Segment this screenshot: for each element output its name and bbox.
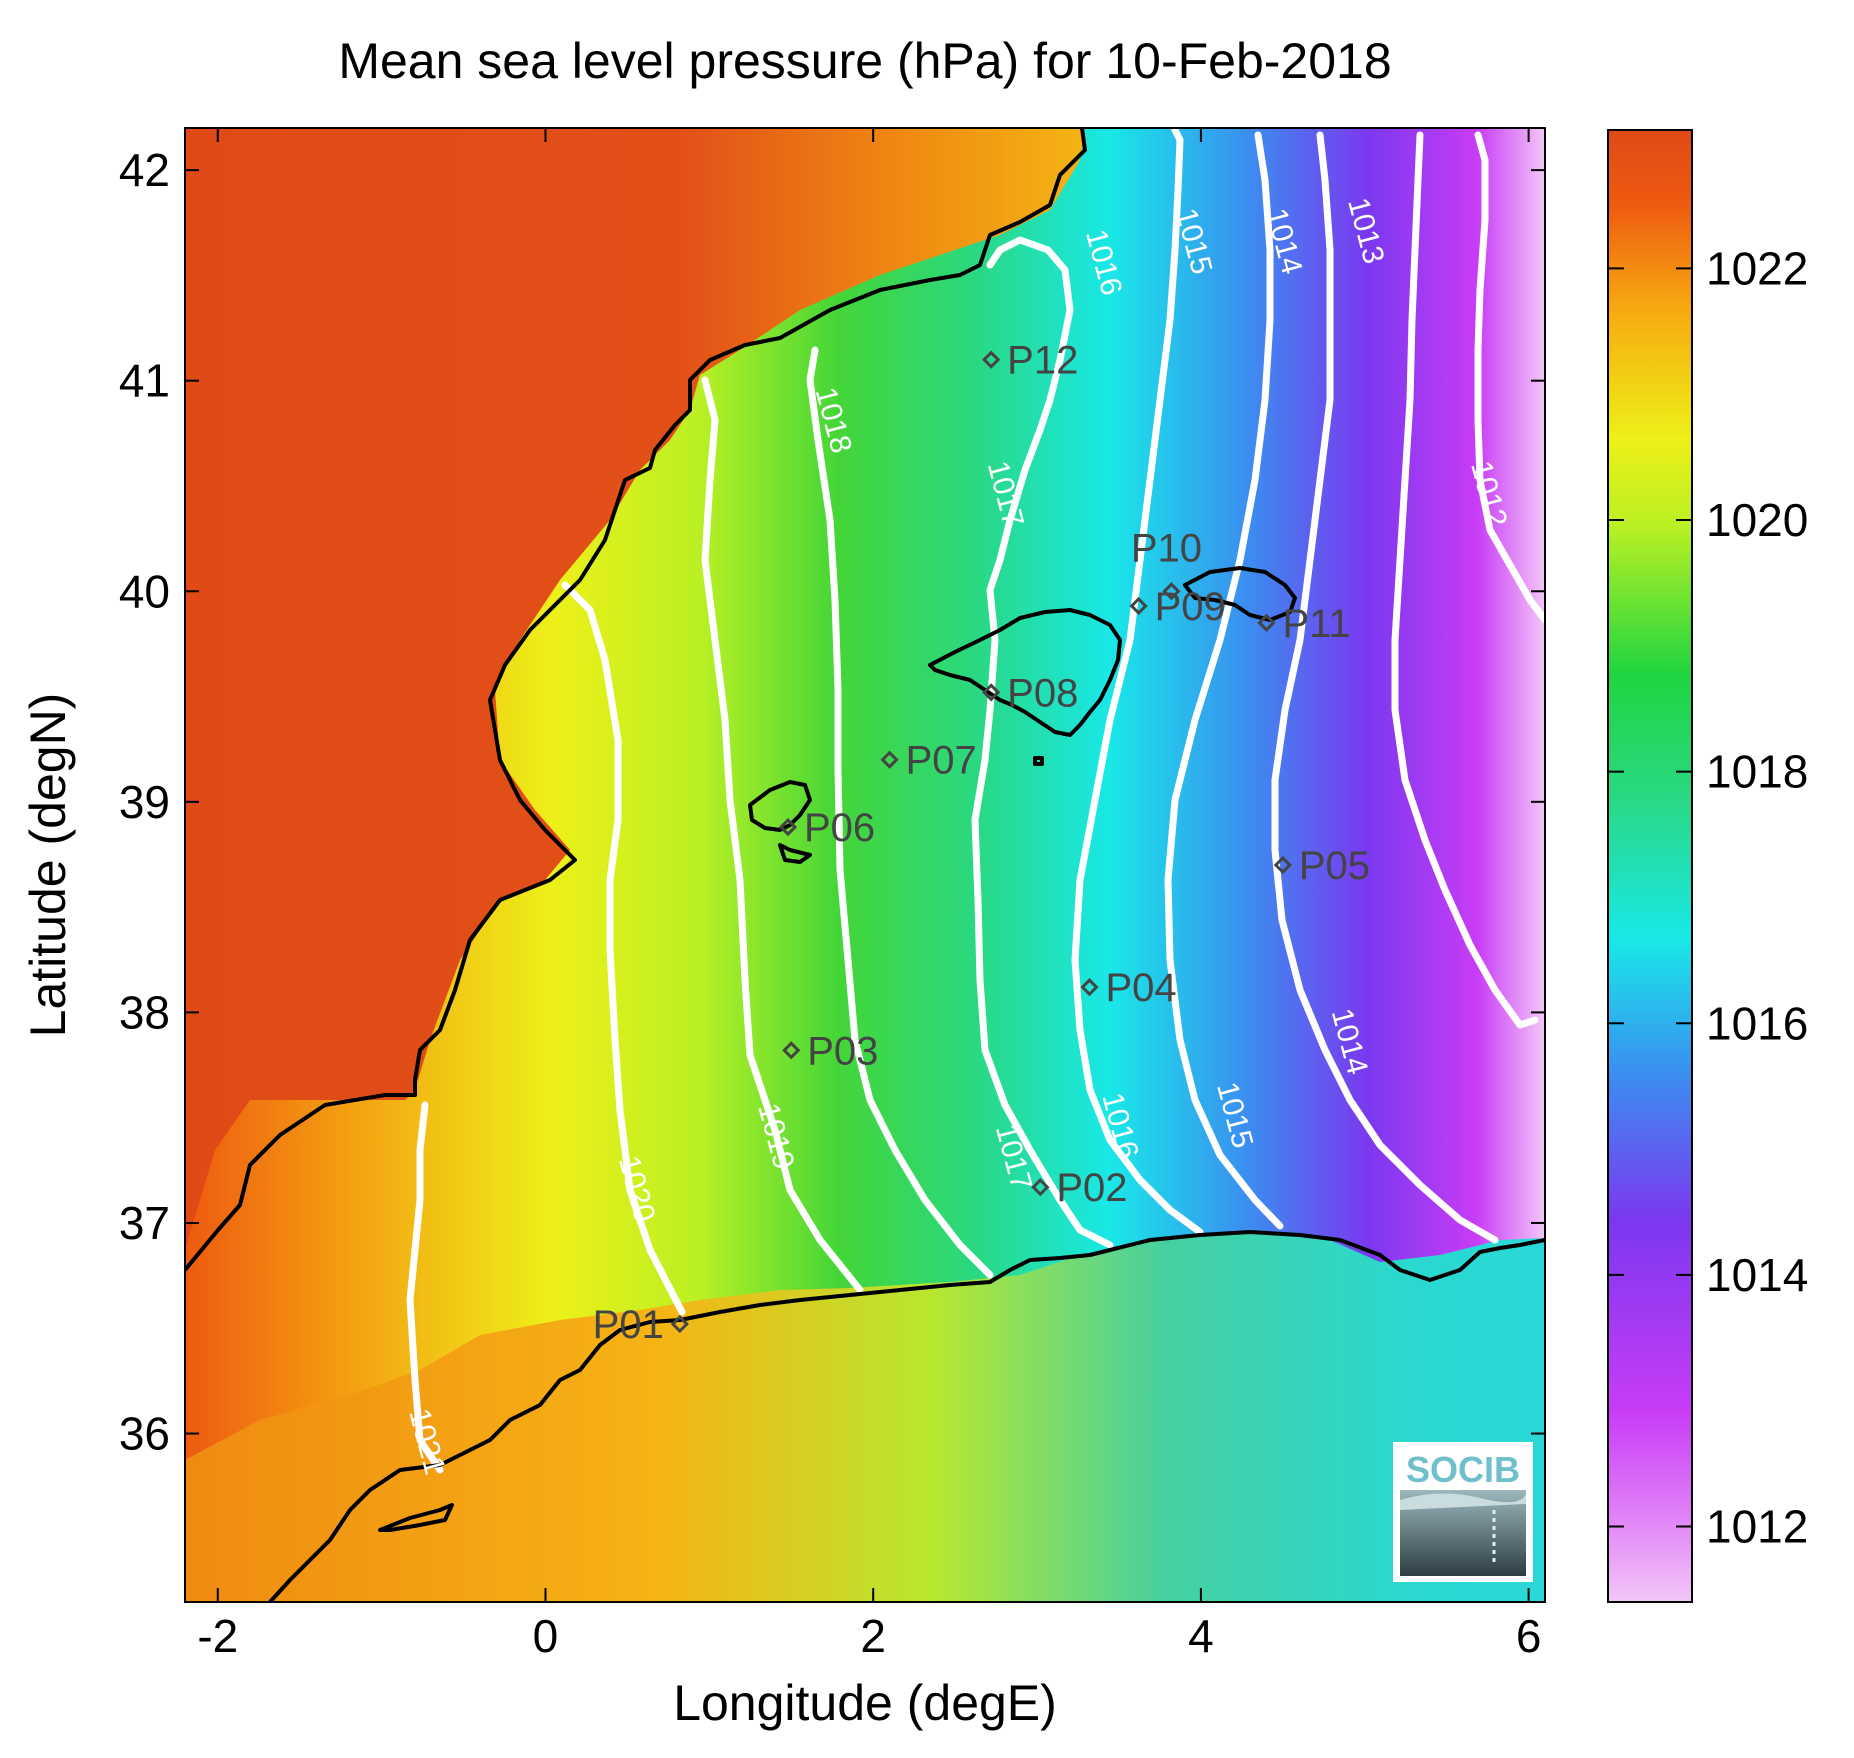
colorbar-tick-label: 1014 <box>1706 1249 1808 1301</box>
coastlines <box>185 128 1545 1602</box>
y-axis-label: Latitude (degN) <box>20 693 76 1038</box>
station-label: P05 <box>1299 844 1370 888</box>
y-tick-label: 37 <box>119 1197 170 1249</box>
station-marker <box>1257 613 1276 632</box>
y-tick-label: 36 <box>119 1408 170 1460</box>
x-tick-label: 2 <box>860 1610 886 1662</box>
plot-frame <box>184 127 1546 1603</box>
station-marker <box>982 350 1001 369</box>
colorbar-tick-label: 1012 <box>1706 1501 1808 1553</box>
land-iberia <box>185 128 1085 1250</box>
isobar-lines <box>406 128 1545 1474</box>
x-tick-label: -2 <box>197 1610 238 1662</box>
coastline-cabrera <box>1033 756 1044 766</box>
y-tick-label: 39 <box>119 776 170 828</box>
land-africa <box>185 1232 1545 1602</box>
station-label: P02 <box>1056 1166 1127 1210</box>
colorbar-tick-label: 1016 <box>1706 997 1808 1049</box>
x-tick-label: 4 <box>1188 1610 1214 1662</box>
station-marker <box>1080 978 1099 997</box>
coastline-mallorca <box>928 608 1122 737</box>
station-label: P06 <box>804 806 875 850</box>
colorbar-tick-label: 1020 <box>1706 494 1808 546</box>
colorbar-gradient <box>1607 129 1693 1603</box>
coastline-ibiza <box>748 780 812 832</box>
station-marker <box>670 1314 689 1334</box>
station-label: P04 <box>1105 966 1176 1010</box>
x-tick-label: 6 <box>1516 1610 1542 1662</box>
isobar-1020 <box>561 581 686 1316</box>
isobar-1015 <box>1164 131 1284 1230</box>
station-label: P11 <box>1282 602 1350 646</box>
logo-text: SOCIB <box>1406 1449 1520 1490</box>
socib-logo: SOCIB <box>1393 1442 1533 1582</box>
y-axis: 36 37 38 39 40 41 42 <box>119 144 1545 1460</box>
station-marker <box>1273 855 1292 875</box>
y-tick-label: 41 <box>119 355 170 407</box>
colorbar: 1012 1014 1016 1018 1020 1022 <box>1607 129 1808 1603</box>
station-marker <box>1031 1178 1050 1197</box>
logo-wave <box>1400 1493 1526 1510</box>
station-label: P10 <box>1131 526 1202 570</box>
coastline-formentera <box>778 843 812 864</box>
isobar-1013 <box>1391 131 1539 1029</box>
station-marker <box>1129 596 1148 616</box>
station-marker <box>1162 582 1181 601</box>
isobar-1012 <box>1474 131 1545 624</box>
coastline-africa <box>268 1230 1545 1602</box>
x-axis: -2 0 2 4 6 <box>197 128 1541 1662</box>
isobar-1019 <box>701 376 864 1294</box>
isobar-1014 <box>1271 131 1499 1244</box>
y-tick-label: 40 <box>119 565 170 617</box>
station-label: P03 <box>807 1029 878 1073</box>
station-label: P01 <box>593 1303 664 1347</box>
coastline-menorca <box>1183 566 1297 622</box>
station-label: P08 <box>1007 671 1078 715</box>
y-tick-label: 42 <box>119 144 170 196</box>
station-marker <box>782 1041 801 1060</box>
isobar-1018 <box>806 346 994 1279</box>
figure-title: Mean sea level pressure (hPa) for 10-Feb… <box>338 33 1391 89</box>
coastline-iberia <box>185 128 1087 1272</box>
x-tick-label: 0 <box>533 1610 559 1662</box>
colorbar-tick-label: 1018 <box>1706 746 1808 798</box>
colorbar-ticks: 1012 1014 1016 1018 1020 1022 <box>1608 242 1808 1553</box>
station-marker <box>778 817 798 837</box>
y-tick-label: 38 <box>119 986 170 1038</box>
station-marker <box>982 683 1001 702</box>
isobar-1017 <box>971 236 1114 1249</box>
colorbar-tick-label: 1022 <box>1706 242 1808 294</box>
isobar-1021 <box>406 1101 444 1474</box>
isobar-1016 <box>1071 128 1204 1236</box>
station-marker <box>880 750 899 769</box>
coastline-alboran-island <box>378 1503 454 1532</box>
station-label: P07 <box>906 739 977 783</box>
station-label: P12 <box>1007 339 1078 383</box>
x-axis-label: Longitude (degE) <box>673 1675 1057 1731</box>
